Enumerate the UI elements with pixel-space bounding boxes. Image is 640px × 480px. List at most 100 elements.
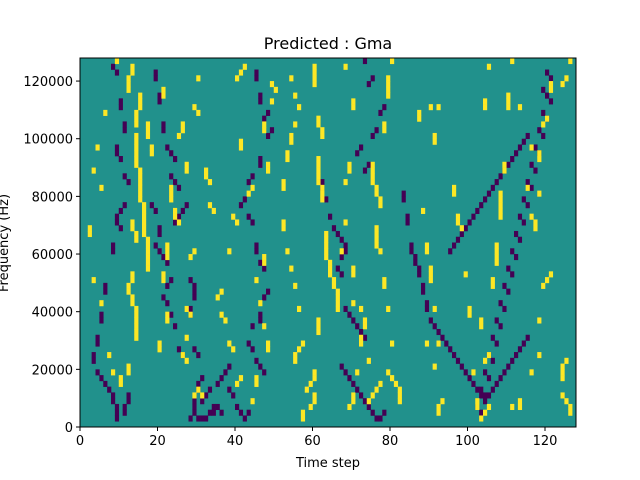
heatmap-cell-high xyxy=(300,415,306,422)
heatmap-cell-high xyxy=(316,121,321,128)
heatmap-cell-low xyxy=(114,150,120,157)
heatmap-cell-low xyxy=(173,323,178,330)
heatmap-cell-low xyxy=(370,132,375,140)
heatmap-cell-low xyxy=(157,225,162,232)
heatmap-cell-high xyxy=(506,92,511,99)
heatmap-cell-high xyxy=(134,236,139,243)
heatmap-cell-low xyxy=(188,415,193,422)
heatmap-cell-low xyxy=(351,317,356,324)
heatmap-cell-high xyxy=(134,132,139,140)
heatmap-cell-high xyxy=(134,156,139,163)
heatmap-cell-low xyxy=(111,242,116,249)
heatmap-cell-low xyxy=(409,242,414,249)
x-tick-label: 80 xyxy=(382,434,399,449)
heatmap-cell-high xyxy=(428,104,433,111)
heatmap-cell-high xyxy=(176,132,182,140)
heatmap-cell-high xyxy=(424,242,430,249)
heatmap-cell-low xyxy=(103,380,108,387)
heatmap-cell-high xyxy=(378,196,383,203)
heatmap-cell-low xyxy=(161,121,166,128)
heatmap-cell-high xyxy=(145,242,151,249)
heatmap-cell-low xyxy=(204,392,209,399)
heatmap-cell-high xyxy=(87,230,92,238)
heatmap-cell-low xyxy=(122,403,127,411)
heatmap-cell-low xyxy=(238,202,244,209)
heatmap-cell-low xyxy=(374,127,379,134)
heatmap-cell-low xyxy=(362,58,368,65)
heatmap-cell-high xyxy=(331,277,337,284)
heatmap-cell-low xyxy=(258,161,263,168)
heatmap-cell-high xyxy=(502,167,507,174)
heatmap-cell-high xyxy=(266,161,271,168)
heatmap-cell-high xyxy=(471,369,476,376)
heatmap-cell-low xyxy=(541,86,546,93)
heatmap-cell-high xyxy=(227,340,232,347)
heatmap-cell-low xyxy=(254,242,259,249)
heatmap-cell-high xyxy=(316,317,321,324)
heatmap-cell-high xyxy=(359,334,364,341)
heatmap-cell-high xyxy=(436,403,441,411)
heatmap-cell-high xyxy=(250,184,255,191)
heatmap-cell-low xyxy=(545,69,550,76)
heatmap-cell-high xyxy=(374,225,379,232)
heatmap-cell-high xyxy=(537,317,542,324)
heatmap-cell-low xyxy=(114,409,120,416)
heatmap-cell-low xyxy=(180,207,185,214)
heatmap-cell-high xyxy=(347,403,352,411)
heatmap-cell-high xyxy=(95,144,100,151)
heatmap-cell-high xyxy=(548,81,554,88)
heatmap-cell-high xyxy=(145,236,151,243)
heatmap-cell-high xyxy=(118,375,123,382)
heatmap-cell-high xyxy=(134,144,139,151)
heatmap-cell-high xyxy=(293,357,298,364)
heatmap-cell-low xyxy=(176,346,182,353)
heatmap-cell-high xyxy=(285,156,290,163)
heatmap-cell-low xyxy=(362,398,368,405)
heatmap-cell-low xyxy=(246,340,251,347)
heatmap-cell-high xyxy=(537,190,542,197)
heatmap-cell-high xyxy=(289,138,294,145)
heatmap-cell-low xyxy=(362,167,368,174)
heatmap-cell-low xyxy=(114,415,120,422)
heatmap-cell-high xyxy=(494,259,499,266)
heatmap-cell-high xyxy=(498,207,503,214)
heatmap-cell-low xyxy=(506,265,511,272)
heatmap-cell-high xyxy=(378,380,383,387)
heatmap-cell-low xyxy=(475,386,480,393)
heatmap-cell-low xyxy=(254,69,259,76)
heatmap-cell-low xyxy=(370,75,375,82)
heatmap-cell-high xyxy=(378,202,383,209)
heatmap-cell-high xyxy=(467,311,472,318)
heatmap-cell-high xyxy=(207,179,213,186)
heatmap-cell-high xyxy=(281,184,286,191)
heatmap-cell-low xyxy=(118,156,123,163)
heatmap-cell-high xyxy=(529,213,534,220)
heatmap-cell-low xyxy=(238,409,244,416)
heatmap-cell-high xyxy=(568,409,573,416)
heatmap-cell-low xyxy=(506,161,511,168)
heatmap-cell-low xyxy=(114,219,120,226)
heatmap-cell-low xyxy=(111,398,116,405)
heatmap-cell-low xyxy=(424,305,430,312)
heatmap-cell-high xyxy=(382,127,387,134)
heatmap-cell-high xyxy=(452,190,457,197)
heatmap-cell-low xyxy=(269,127,275,134)
heatmap-cell-low xyxy=(196,415,201,422)
heatmap-cell-low xyxy=(153,69,158,76)
heatmap-cell-high xyxy=(320,184,325,191)
heatmap-cell-low xyxy=(483,196,488,203)
heatmap-cell-high xyxy=(386,305,391,312)
heatmap-cell-low xyxy=(211,409,216,416)
heatmap-cell-low xyxy=(250,323,255,330)
heatmap-cell-low xyxy=(541,109,546,116)
heatmap-cell-low xyxy=(382,409,387,416)
heatmap-cell-high xyxy=(421,207,426,214)
heatmap-cell-low xyxy=(514,230,519,238)
heatmap-cell-high xyxy=(355,369,360,376)
heatmap-cell-low xyxy=(521,138,526,145)
heatmap-cell-low xyxy=(541,132,546,140)
heatmap-cell-high xyxy=(390,375,395,382)
heatmap-cell-high xyxy=(134,323,139,330)
heatmap-cell-high xyxy=(192,104,197,111)
heatmap-cell-low xyxy=(366,161,371,168)
